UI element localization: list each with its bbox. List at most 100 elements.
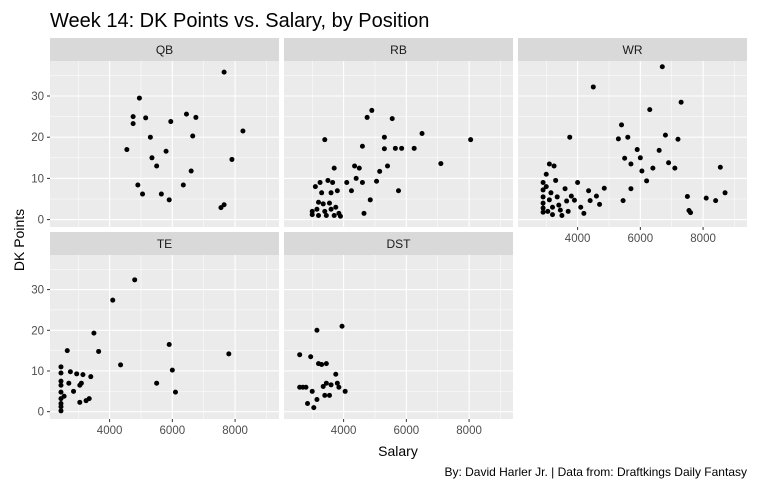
data-point bbox=[322, 208, 328, 214]
y-tick-label: 10 bbox=[31, 173, 44, 185]
data-point bbox=[226, 351, 232, 357]
data-point bbox=[356, 165, 362, 171]
facet-te: TE 0 10 20 30 4000 6000 8000 bbox=[31, 232, 279, 437]
data-point bbox=[586, 188, 592, 194]
data-point bbox=[684, 194, 690, 200]
facet-strip bbox=[50, 232, 279, 255]
data-point bbox=[88, 374, 94, 380]
data-point bbox=[323, 380, 329, 386]
facet-label-wr: WR bbox=[623, 43, 643, 57]
data-point bbox=[556, 202, 562, 208]
x-tick-label: 4000 bbox=[331, 425, 357, 437]
data-point bbox=[166, 197, 172, 203]
data-point bbox=[147, 134, 153, 140]
data-point bbox=[323, 361, 329, 367]
data-point bbox=[86, 396, 92, 402]
x-axis-title: Salary bbox=[378, 443, 418, 459]
data-point bbox=[337, 213, 343, 219]
data-point bbox=[143, 115, 149, 121]
data-point bbox=[359, 143, 365, 149]
y-tick-label: 0 bbox=[38, 407, 44, 419]
y-tick-label: 0 bbox=[38, 215, 44, 227]
data-point bbox=[540, 187, 546, 193]
x-tick-label: 8000 bbox=[690, 233, 716, 245]
data-point bbox=[91, 330, 97, 336]
data-point bbox=[344, 180, 350, 186]
panel-background bbox=[50, 255, 279, 419]
data-point bbox=[163, 148, 169, 154]
data-point bbox=[540, 180, 546, 186]
data-point bbox=[58, 378, 64, 384]
data-point bbox=[334, 380, 340, 386]
data-point bbox=[353, 175, 359, 181]
data-point bbox=[297, 352, 303, 358]
data-point bbox=[562, 186, 568, 192]
data-point bbox=[551, 163, 557, 169]
data-point bbox=[419, 130, 425, 136]
data-point bbox=[564, 198, 570, 204]
data-point bbox=[326, 392, 332, 398]
data-point bbox=[96, 348, 102, 354]
data-point bbox=[540, 205, 546, 211]
facet-panels: QB 0 10 20 30 RB WR 4000 6000 8000 TE 0 10 20 30 4000 60… bbox=[31, 38, 747, 437]
data-point bbox=[625, 134, 631, 140]
data-point bbox=[567, 134, 573, 140]
data-point bbox=[634, 147, 640, 153]
y-tick-label: 10 bbox=[31, 366, 44, 378]
data-point bbox=[339, 323, 345, 329]
facet-qb: QB 0 10 20 30 bbox=[31, 38, 279, 227]
facet-label-qb: QB bbox=[156, 43, 173, 57]
data-point bbox=[118, 362, 124, 368]
data-point bbox=[221, 69, 227, 75]
data-point bbox=[352, 163, 358, 169]
data-point bbox=[323, 212, 329, 218]
data-point bbox=[305, 401, 311, 407]
data-point bbox=[188, 168, 194, 174]
data-point bbox=[622, 155, 628, 161]
data-point bbox=[336, 384, 342, 390]
data-point bbox=[326, 200, 332, 206]
data-point bbox=[132, 277, 138, 283]
data-point bbox=[644, 178, 650, 184]
data-point bbox=[66, 380, 72, 386]
data-point bbox=[124, 147, 130, 153]
data-point bbox=[546, 161, 552, 167]
data-point bbox=[58, 382, 64, 388]
data-point bbox=[581, 210, 587, 216]
data-point bbox=[325, 177, 331, 183]
x-tick-label: 4000 bbox=[565, 233, 591, 245]
data-point bbox=[158, 191, 164, 197]
data-point bbox=[543, 171, 549, 177]
facet-strip bbox=[284, 38, 513, 61]
data-point bbox=[662, 132, 668, 138]
data-point bbox=[328, 206, 334, 212]
data-point bbox=[180, 182, 186, 188]
data-point bbox=[193, 114, 199, 120]
data-point bbox=[722, 190, 728, 196]
facet-rb: RB bbox=[284, 38, 513, 227]
data-point bbox=[620, 198, 626, 204]
data-point bbox=[713, 198, 719, 204]
data-point bbox=[656, 147, 662, 153]
data-point bbox=[361, 210, 367, 216]
data-point bbox=[78, 380, 84, 386]
panel-background bbox=[284, 255, 513, 419]
data-point bbox=[240, 128, 246, 134]
facet-strip bbox=[50, 38, 279, 61]
data-point bbox=[578, 204, 584, 210]
data-point bbox=[374, 178, 380, 184]
chart-title: Week 14: DK Points vs. Salary, by Positi… bbox=[50, 10, 429, 32]
data-point bbox=[58, 408, 64, 414]
x-tick-label: 6000 bbox=[160, 425, 186, 437]
data-point bbox=[319, 190, 325, 196]
data-point bbox=[309, 388, 315, 394]
data-point bbox=[311, 405, 317, 411]
data-point bbox=[58, 370, 64, 376]
data-point bbox=[688, 210, 694, 216]
data-point bbox=[550, 212, 556, 218]
data-point bbox=[229, 156, 235, 162]
data-point bbox=[587, 198, 593, 204]
data-point bbox=[399, 145, 405, 151]
data-point bbox=[385, 163, 391, 169]
data-point bbox=[359, 180, 365, 186]
